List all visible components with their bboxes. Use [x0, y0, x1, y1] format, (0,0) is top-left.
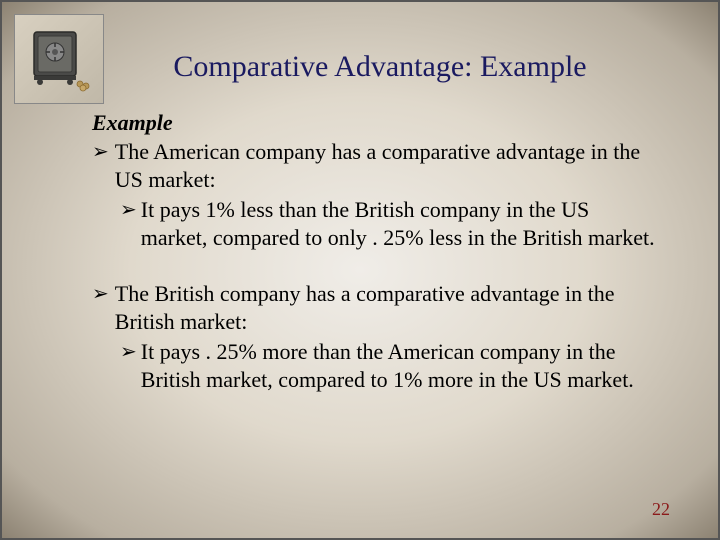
bullet-text: The American company has a comparative a…: [115, 138, 658, 194]
chevron-right-icon: ➢: [120, 338, 137, 366]
subbullet-american: ➢ It pays 1% less than the British compa…: [120, 196, 658, 252]
page-number: 22: [652, 499, 670, 520]
bullet-american: ➢ The American company has a comparative…: [92, 138, 658, 194]
content-area: Example ➢ The American company has a com…: [42, 110, 678, 394]
subbullet-british: ➢ It pays . 25% more than the American c…: [120, 338, 658, 394]
safe-icon: [14, 14, 104, 104]
vault-illustration: [24, 24, 94, 94]
bullet-british: ➢ The British company has a comparative …: [92, 280, 658, 336]
spacing: [92, 254, 658, 280]
chevron-right-icon: ➢: [120, 196, 137, 224]
bullet-text: It pays 1% less than the British company…: [141, 196, 658, 252]
chevron-right-icon: ➢: [92, 280, 109, 308]
bullet-text: It pays . 25% more than the American com…: [141, 338, 658, 394]
slide: Comparative Advantage: Example Example ➢…: [2, 2, 718, 538]
chevron-right-icon: ➢: [92, 138, 109, 166]
slide-title: Comparative Advantage: Example: [42, 50, 678, 84]
example-subheading: Example: [92, 110, 658, 136]
bullet-text: The British company has a comparative ad…: [115, 280, 658, 336]
